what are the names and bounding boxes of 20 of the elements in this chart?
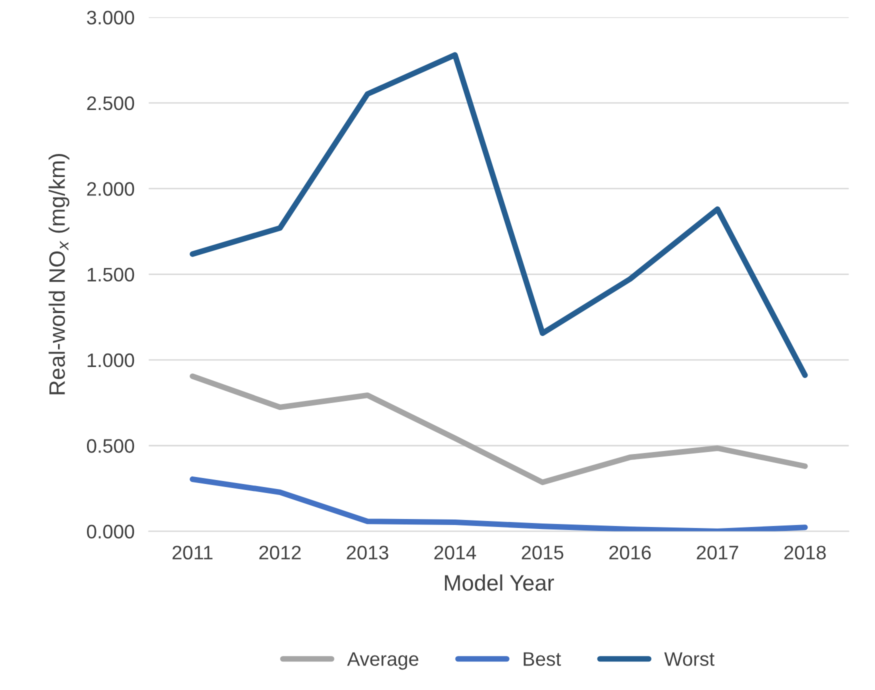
- x-tick-label: 2016: [609, 546, 651, 560]
- y-tick-label: 2.500: [87, 96, 134, 110]
- x-tick-label: 2012: [259, 546, 301, 560]
- x-axis-title: Model Year: [444, 574, 554, 591]
- x-tick-label: 2017: [696, 546, 738, 560]
- y-tick-label: 1.000: [88, 353, 134, 368]
- x-tick-label: 2011: [172, 546, 212, 560]
- y-tick-label: 0.000: [86, 524, 134, 539]
- y-tick-label: 1.500: [88, 268, 134, 282]
- legend-label: Best: [524, 652, 561, 666]
- x-tick-label: 2018: [784, 546, 826, 560]
- legend-label: Worst: [664, 652, 714, 666]
- x-tick-label: 2014: [434, 546, 476, 560]
- y-tick-label: 2.000: [87, 182, 134, 196]
- legend-label: Average: [347, 652, 418, 670]
- y-tick-label: 0.500: [86, 439, 134, 453]
- x-tick-label: 2015: [522, 546, 564, 560]
- y-axis-title: Real-world NO$_{x}$ (mg/km): [48, 154, 70, 394]
- x-tick-label: 2013: [346, 546, 388, 560]
- y-tick-label: 3.000: [86, 10, 134, 24]
